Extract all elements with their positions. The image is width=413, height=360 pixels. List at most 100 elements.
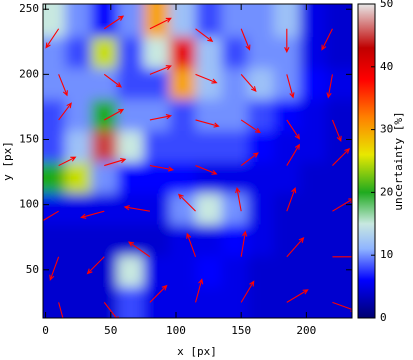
heatmap-cell: [248, 162, 275, 194]
heatmap-cell: [65, 130, 92, 162]
heatmap-cell: [300, 37, 327, 69]
x-tick-label: 100: [166, 324, 186, 337]
heatmap-cell: [248, 193, 275, 225]
heatmap-cell: [300, 130, 327, 162]
heatmap-cell: [143, 193, 170, 225]
heatmap-cell: [248, 37, 275, 69]
heatmap-cell: [117, 224, 144, 256]
heatmap-cell: [117, 193, 144, 225]
heatmap-cell: [65, 68, 92, 100]
heatmap-cell: [117, 99, 144, 131]
x-tick-label: 200: [296, 324, 316, 337]
x-tick-label: 0: [42, 324, 49, 337]
heatmap-cell: [300, 255, 327, 287]
heatmap-cell: [196, 68, 223, 100]
x-axis-label: x [px]: [177, 345, 217, 358]
heatmap-cell: [274, 68, 301, 100]
colorbar-label: uncertainty [%]: [392, 111, 405, 210]
heatmap-cell: [169, 130, 196, 162]
heatmap-cell: [222, 37, 249, 69]
heatmap-cell: [222, 130, 249, 162]
heatmap-cell: [65, 162, 92, 194]
heatmap-cell: [196, 130, 223, 162]
heatmap-cell: [248, 0, 275, 37]
heatmap-cell: [117, 68, 144, 100]
heatmap-cell: [143, 68, 170, 100]
y-tick-label: 100: [19, 198, 39, 211]
heatmap-cell: [19, 224, 66, 256]
heatmap-cell: [117, 130, 144, 162]
heatmap-cell: [222, 162, 249, 194]
heatmap: [19, 0, 372, 339]
heatmap-cell: [169, 0, 196, 37]
heatmap-cell: [117, 162, 144, 194]
x-tick-label: 50: [104, 324, 117, 337]
heatmap-cell: [300, 99, 327, 131]
x-tick-label: 150: [231, 324, 251, 337]
heatmap-cell: [91, 224, 118, 256]
y-axis-label: y [px]: [1, 141, 14, 181]
heatmap-cell: [143, 255, 170, 287]
heatmap-cell: [222, 68, 249, 100]
heatmap-cell: [222, 99, 249, 131]
heatmap-cell: [274, 99, 301, 131]
heatmap-cell: [300, 224, 327, 256]
heatmap-cell: [274, 224, 301, 256]
heatmap-cell: [65, 287, 92, 339]
heatmap-cell: [19, 162, 66, 194]
heatmap-cell: [248, 224, 275, 256]
heatmap-cell: [143, 130, 170, 162]
heatmap-cell: [274, 255, 301, 287]
heatmap-cell: [300, 193, 327, 225]
heatmap-cell: [222, 193, 249, 225]
heatmap-cell: [196, 162, 223, 194]
heatmap-cell: [248, 99, 275, 131]
y-tick-label: 50: [26, 263, 39, 276]
heatmap-cell: [169, 255, 196, 287]
heatmap-cell: [91, 68, 118, 100]
heatmap-cell: [65, 193, 92, 225]
heatmap-cell: [91, 162, 118, 194]
heatmap-cell: [248, 68, 275, 100]
y-tick-label: 250: [19, 2, 39, 15]
heatmap-cell: [169, 224, 196, 256]
heatmap-cell: [300, 68, 327, 100]
heatmap-cell: [196, 37, 223, 69]
heatmap-cell: [169, 99, 196, 131]
heatmap-cell: [65, 37, 92, 69]
colorbar-tick-label: 50: [380, 0, 393, 10]
heatmap-cell: [19, 99, 66, 131]
heatmap-cell: [65, 0, 92, 37]
heatmap-cell: [91, 0, 118, 37]
heatmap-cell: [300, 0, 327, 37]
heatmap-cell: [248, 287, 275, 339]
colorbar-tick-label: 10: [380, 248, 393, 261]
heatmap-cell: [91, 193, 118, 225]
heatmap-cell: [169, 37, 196, 69]
heatmap-cell: [274, 162, 301, 194]
heatmap-cell: [65, 224, 92, 256]
heatmap-cell: [91, 37, 118, 69]
heatmap-cell: [169, 162, 196, 194]
heatmap-cell: [196, 287, 223, 339]
colorbar: [358, 4, 375, 318]
heatmap-cell: [91, 130, 118, 162]
heatmap-cell: [143, 37, 170, 69]
heatmap-cell: [196, 224, 223, 256]
heatmap-cell: [222, 0, 249, 37]
heatmap-cell: [91, 255, 118, 287]
heatmap-cell: [222, 255, 249, 287]
y-tick-label: 200: [19, 67, 39, 80]
heatmap-cell: [274, 193, 301, 225]
heatmap-cell: [117, 37, 144, 69]
heatmap-cell: [117, 255, 144, 287]
heatmap-cell: [196, 193, 223, 225]
heatmap-cell: [19, 37, 66, 69]
heatmap-cell: [143, 224, 170, 256]
heatmap-cell: [169, 68, 196, 100]
colorbar-tick-label: 0: [380, 311, 387, 324]
heatmap-cells: [19, 0, 372, 339]
y-tick-label: 150: [19, 133, 39, 146]
heatmap-cell: [117, 287, 144, 339]
